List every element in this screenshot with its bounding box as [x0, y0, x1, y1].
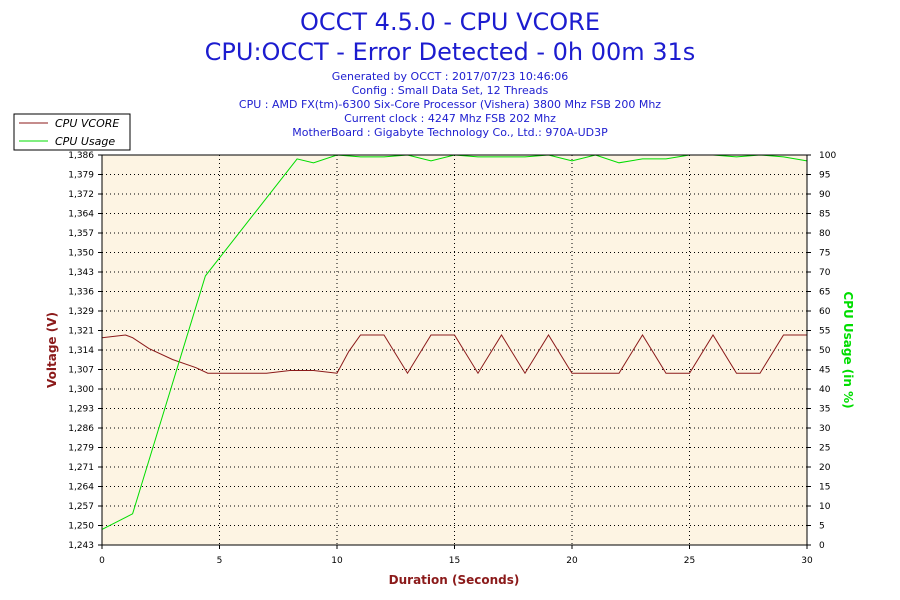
x-tick-label: 15: [449, 556, 460, 566]
y-left-tick-label: 1,243: [68, 541, 94, 551]
chart-subtitle: CPU:OCCT - Error Detected - 0h 00m 31s: [205, 38, 696, 66]
x-tick-label: 0: [99, 556, 105, 566]
y-left-tick-label: 1,379: [68, 171, 94, 181]
y-right-tick-label: 80: [819, 229, 831, 239]
grid-lines: [102, 155, 807, 545]
y-right-tick-label: 90: [819, 190, 831, 200]
y-right-tick-label: 45: [819, 366, 830, 376]
info-cpu: CPU : AMD FX(tm)-6300 Six-Core Processor…: [239, 98, 661, 111]
y-right-tick-label: 100: [819, 151, 836, 161]
y-right-tick-label: 15: [819, 483, 830, 493]
y-left-tick-label: 1,357: [68, 229, 94, 239]
y-right-tick-label: 10: [819, 502, 831, 512]
y-right-tick-label: 55: [819, 327, 830, 337]
y-left-tick-label: 1,364: [68, 210, 94, 220]
y-left-tick-label: 1,257: [68, 502, 94, 512]
y-left-tick-label: 1,264: [68, 483, 94, 493]
y-right-tick-label: 75: [819, 249, 830, 259]
y-left-tick-label: 1,343: [68, 268, 94, 278]
y-left-tick-label: 1,329: [68, 307, 94, 317]
x-tick-label: 5: [217, 556, 223, 566]
y-left-tick-label: 1,314: [68, 346, 94, 356]
y-left-axis-title: Voltage (V): [45, 312, 59, 388]
series-line-cpu-vcore: [101, 334, 807, 375]
y-right-tick-label: 65: [819, 288, 830, 298]
y-left-tick-label: 1,336: [68, 288, 94, 298]
x-tick-label: 30: [801, 556, 813, 566]
y-left-tick-label: 1,372: [68, 190, 94, 200]
x-tick-label: 25: [684, 556, 695, 566]
x-tick-label: 20: [566, 556, 578, 566]
chart-title: OCCT 4.5.0 - CPU VCORE: [300, 8, 600, 36]
axis-ticks: 1,243 0 1,250 5 1,257 10 1,264 15 1,271 20 1,279 25…: [68, 151, 836, 566]
y-right-tick-label: 40: [819, 385, 831, 395]
info-current-clock: Current clock : 4247 Mhz FSB 202 Mhz: [344, 112, 556, 125]
y-left-tick-label: 1,271: [68, 463, 94, 473]
y-right-tick-label: 25: [819, 444, 830, 454]
legend-label-usage: CPU Usage: [55, 135, 115, 148]
y-right-tick-label: 20: [819, 463, 831, 473]
y-left-tick-label: 1,386: [68, 151, 94, 161]
y-left-tick-label: 1,293: [68, 405, 94, 415]
legend: CPU VCORE CPU Usage: [13, 113, 131, 151]
y-right-tick-label: 95: [819, 171, 830, 181]
y-right-tick-label: 5: [819, 522, 825, 532]
info-generated: Generated by OCCT : 2017/07/23 10:46:06: [332, 70, 569, 83]
y-right-tick-label: 30: [819, 424, 831, 434]
info-config: Config : Small Data Set, 12 Threads: [352, 84, 549, 97]
y-right-tick-label: 50: [819, 346, 831, 356]
y-left-tick-label: 1,307: [68, 366, 94, 376]
x-tick-label: 10: [331, 556, 343, 566]
y-right-axis-title: CPU Usage (in %): [841, 291, 855, 408]
y-right-tick-label: 60: [819, 307, 831, 317]
y-left-tick-label: 1,286: [68, 424, 94, 434]
y-left-tick-label: 1,300: [68, 385, 94, 395]
y-left-tick-label: 1,350: [68, 249, 94, 259]
legend-label-vcore: CPU VCORE: [55, 117, 119, 130]
y-left-tick-label: 1,250: [68, 522, 94, 532]
y-right-tick-label: 70: [819, 268, 831, 278]
y-left-tick-label: 1,279: [68, 444, 94, 454]
info-motherboard: MotherBoard : Gigabyte Technology Co., L…: [292, 126, 608, 139]
y-right-tick-label: 85: [819, 210, 830, 220]
y-left-tick-label: 1,321: [68, 327, 94, 337]
y-right-tick-label: 0: [819, 541, 825, 551]
y-right-tick-label: 35: [819, 405, 830, 415]
x-axis-title: Duration (Seconds): [389, 573, 520, 587]
legend-box: [13, 113, 131, 151]
